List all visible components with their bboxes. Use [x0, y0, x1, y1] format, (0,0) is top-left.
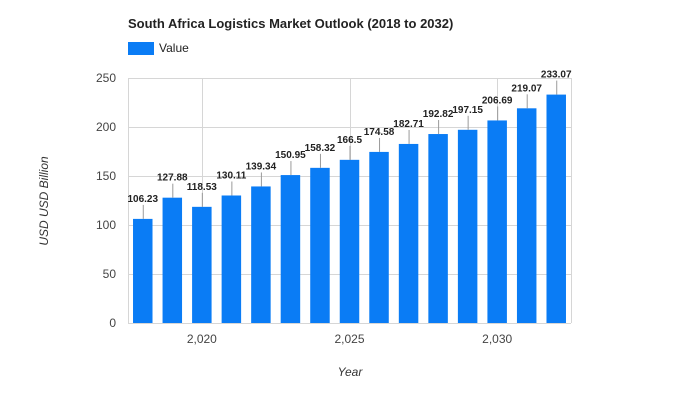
data-label: 127.88	[157, 173, 188, 184]
x-tick-label: 2,020	[187, 332, 217, 346]
y-tick-label: 250	[96, 71, 116, 85]
data-label: 106.23	[127, 194, 158, 205]
tick-labels: 0 50 100 150 200 250 2,020 2,025 2,030	[96, 71, 513, 346]
bar[interactable]	[251, 186, 271, 323]
data-labels: 106.23 127.88118.53130.11139.34150.95158.…	[127, 70, 572, 219]
data-label: 182.71	[393, 119, 424, 130]
data-label: 233.07	[541, 70, 572, 81]
y-tick-label: 150	[96, 169, 116, 183]
y-tick-label: 0	[109, 316, 116, 330]
x-tick-label: 2,030	[482, 332, 512, 346]
y-tick-label: 100	[96, 218, 116, 232]
y-tick-label: 200	[96, 120, 116, 134]
bars	[133, 94, 566, 323]
legend-swatch	[128, 41, 154, 55]
data-label: 139.34	[246, 161, 277, 172]
bar[interactable]	[339, 159, 360, 323]
data-label: 118.53	[187, 182, 217, 193]
legend-label: Value	[159, 41, 189, 55]
bar[interactable]	[310, 167, 330, 323]
legend[interactable]: Value	[128, 41, 189, 55]
bar[interactable]	[369, 151, 389, 323]
y-axis-title: USD USD Billion	[37, 156, 51, 246]
bar[interactable]	[192, 206, 212, 323]
data-label: 192.82	[423, 109, 454, 120]
bar[interactable]	[398, 143, 419, 323]
bar[interactable]	[516, 108, 537, 323]
y-tick-label: 50	[103, 267, 117, 281]
bar[interactable]	[280, 175, 301, 323]
data-label: 197.15	[452, 105, 483, 116]
bar[interactable]	[457, 129, 478, 323]
data-label: 166.5	[337, 135, 362, 146]
data-label: 219.07	[511, 83, 542, 94]
bar[interactable]	[162, 197, 183, 323]
bar[interactable]	[221, 195, 242, 323]
data-label: 174.58	[364, 127, 395, 138]
data-label: 130.11	[216, 170, 246, 181]
bar[interactable]	[487, 120, 507, 323]
x-tick-label: 2,025	[334, 332, 364, 346]
bar[interactable]	[428, 134, 448, 323]
bar[interactable]	[546, 94, 566, 323]
x-axis-title: Year	[338, 365, 364, 379]
chart-title: South Africa Logistics Market Outlook (2…	[128, 16, 454, 31]
bar[interactable]	[133, 218, 153, 323]
data-label: 206.69	[482, 95, 513, 106]
data-label: 150.95	[275, 150, 306, 161]
data-label: 158.32	[305, 143, 336, 154]
